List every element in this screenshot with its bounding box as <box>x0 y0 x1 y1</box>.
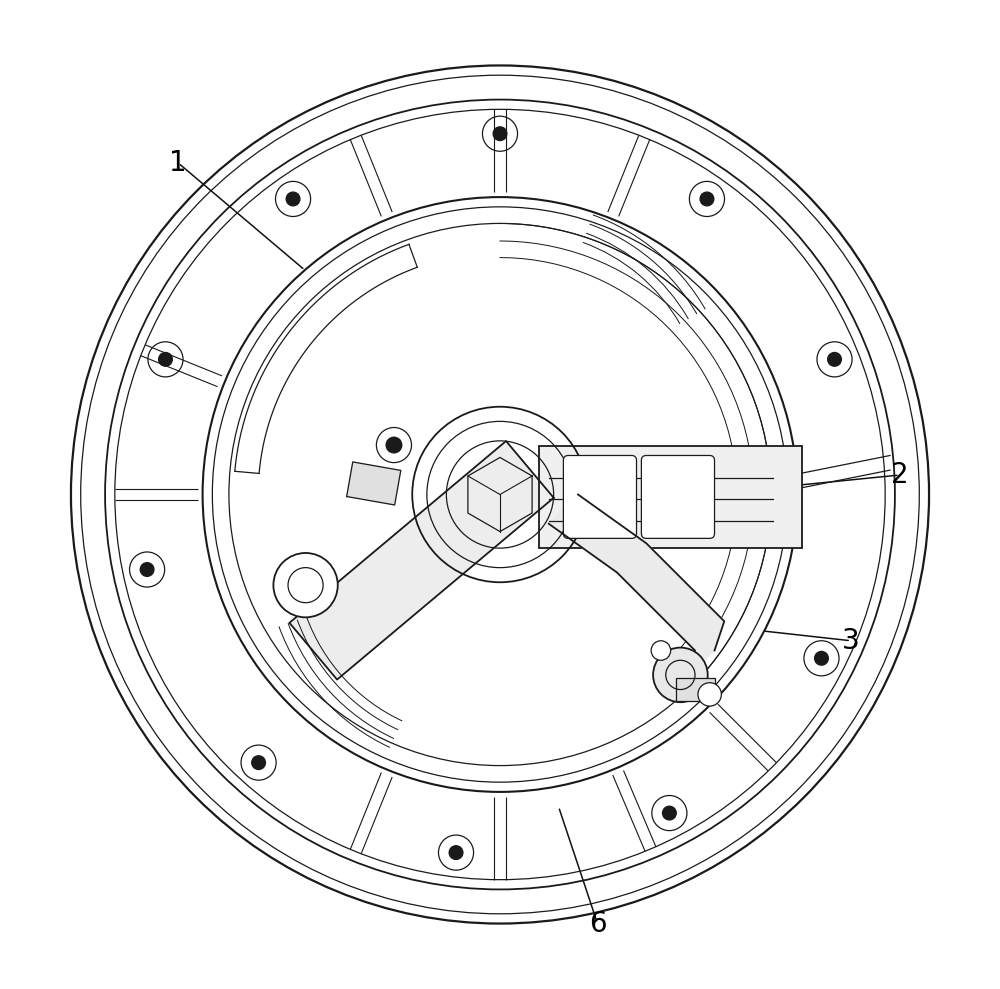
Circle shape <box>449 846 463 859</box>
Bar <box>539 446 802 548</box>
Circle shape <box>376 427 412 463</box>
Polygon shape <box>549 494 724 679</box>
FancyBboxPatch shape <box>641 456 715 538</box>
Circle shape <box>651 641 671 661</box>
Polygon shape <box>347 462 401 505</box>
Circle shape <box>203 197 797 792</box>
Circle shape <box>493 127 507 140</box>
Circle shape <box>663 806 676 820</box>
Circle shape <box>828 352 841 366</box>
Circle shape <box>252 756 265 769</box>
Text: 1: 1 <box>169 149 187 177</box>
Circle shape <box>698 682 721 706</box>
Polygon shape <box>289 441 554 679</box>
FancyBboxPatch shape <box>563 456 637 538</box>
Circle shape <box>700 192 714 206</box>
Text: 3: 3 <box>842 627 860 655</box>
Circle shape <box>159 352 172 366</box>
Circle shape <box>412 406 588 583</box>
Circle shape <box>71 65 929 924</box>
Text: 2: 2 <box>891 461 909 489</box>
Circle shape <box>140 563 154 577</box>
Circle shape <box>273 553 338 617</box>
Circle shape <box>815 652 828 666</box>
Circle shape <box>653 648 708 702</box>
Text: 6: 6 <box>589 910 606 938</box>
Bar <box>676 677 715 701</box>
Circle shape <box>386 437 402 453</box>
Circle shape <box>286 192 300 206</box>
